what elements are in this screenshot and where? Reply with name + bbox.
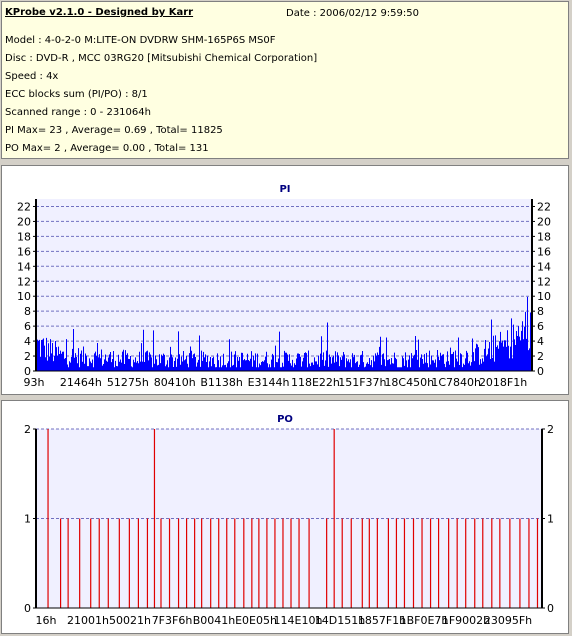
- scan-speed: Speed : 4x: [5, 71, 59, 82]
- pi-ytick-label-right: 16: [537, 245, 551, 258]
- po-xtick-label: 114E10h: [274, 614, 323, 627]
- pi-summary: PI Max= 23 , Average= 0.69 , Total= 1182…: [5, 125, 223, 136]
- drive-model: Model : 4-0-2-0 M:LITE-ON DVDRW SHM-165P…: [5, 35, 276, 46]
- po-xtick-label: 1F9002h: [442, 614, 490, 627]
- po-ytick-label-left: 2: [24, 423, 31, 436]
- pi-xtick-label: 18C450h: [384, 376, 434, 389]
- po-chart-panel: PO 0 0 1 1 2 2 16h 21001h 50021h 7F3F6h B0041h E0E05…: [1, 400, 569, 634]
- po-xtick-label: 1857F1h: [358, 614, 406, 627]
- pi-ytick-label-left: 2: [24, 350, 31, 363]
- pi-ytick-label-right: 18: [537, 230, 551, 243]
- po-xtick-label: 7F3F6h: [152, 614, 193, 627]
- pi-ytick-label-left: 22: [17, 200, 31, 213]
- pi-ytick-label-left: 0: [24, 365, 31, 378]
- pi-xtick-label: 51275h: [107, 376, 149, 389]
- po-xtick-label: 23095Fh: [484, 614, 532, 627]
- po-xtick-label: 21001h: [67, 614, 109, 627]
- pi-xtick-label: 1C7840h: [431, 376, 481, 389]
- pi-xtick-label: 80410h: [154, 376, 196, 389]
- info-panel: KProbe v2.1.0 - Designed by Karr Date : …: [1, 1, 569, 159]
- po-chart: PO 0 0 1 1 2 2 16h 21001h 50021h 7F3F6h B0041h E0E05…: [24, 414, 554, 627]
- po-xtick-label: 1BF0E7h: [400, 614, 449, 627]
- pi-xtick-label: 93h: [24, 376, 45, 389]
- pi-ytick-label-left: 10: [17, 290, 31, 303]
- pi-ytick-label-left: 20: [17, 215, 31, 228]
- pi-ytick-label-right: 10: [537, 290, 551, 303]
- pi-ytick-label-left: 8: [24, 305, 31, 318]
- pi-ytick-label-right: 2: [537, 350, 544, 363]
- pi-xtick-label: 118E22h: [291, 376, 340, 389]
- po-xtick-label: B0041h: [193, 614, 236, 627]
- pi-chart-panel: PI 0 0 2 2 4 4 6 6 8 8 10 10 12 12 14 14 16 16 18 18 20 20 22 22…: [1, 165, 569, 395]
- pi-ytick-label-left: 16: [17, 245, 31, 258]
- pi-ytick-label-left: 6: [24, 320, 31, 333]
- pi-plot-area: [36, 199, 532, 371]
- pi-ytick-label-right: 22: [537, 200, 551, 213]
- pi-ytick-label-right: 4: [537, 335, 544, 348]
- po-ytick-label-left: 0: [24, 602, 31, 615]
- pi-ytick-label-right: 20: [537, 215, 551, 228]
- pi-xtick-label: B1138h: [200, 376, 243, 389]
- po-xtick-label: 50021h: [109, 614, 151, 627]
- po-xtick-label: 14D151h: [315, 614, 365, 627]
- pi-ytick-label-left: 18: [17, 230, 31, 243]
- pi-ytick-label-right: 0: [537, 365, 544, 378]
- pi-ytick-label-left: 12: [17, 275, 31, 288]
- disc-info: Disc : DVD-R , MCC 03RG20 [Mitsubishi Ch…: [5, 53, 318, 64]
- po-xtick-label: E0E05h: [235, 614, 277, 627]
- po-xtick-label: 16h: [36, 614, 57, 627]
- pi-xtick-label: 151F37h: [338, 376, 386, 389]
- pi-chart-title: PI: [279, 184, 290, 195]
- pi-ytick-label-left: 4: [24, 335, 31, 348]
- pi-xtick-label: 2018F1h: [479, 376, 527, 389]
- po-summary: PO Max= 2 , Average= 0.00 , Total= 131: [5, 143, 209, 154]
- po-ytick-label-left: 1: [24, 513, 31, 526]
- pi-ytick-label-left: 14: [17, 260, 31, 273]
- scanned-range: Scanned range : 0 - 231064h: [5, 107, 151, 118]
- pi-ytick-label-right: 14: [537, 260, 551, 273]
- pi-ytick-label-right: 12: [537, 275, 551, 288]
- po-chart-title: PO: [277, 414, 293, 425]
- pi-xtick-label: 21464h: [60, 376, 102, 389]
- pi-xtick-label: E3144h: [248, 376, 290, 389]
- pi-ytick-label-right: 8: [537, 305, 544, 318]
- app-title: KProbe v2.1.0 - Designed by Karr: [5, 7, 194, 18]
- ecc-blocks: ECC blocks sum (PI/PO) : 8/1: [5, 89, 148, 100]
- po-ytick-label-right: 1: [547, 513, 554, 526]
- pi-ytick-label-right: 6: [537, 320, 544, 333]
- po-ytick-label-right: 0: [547, 602, 554, 615]
- scan-date: Date : 2006/02/12 9:59:50: [286, 8, 419, 19]
- po-ytick-label-right: 2: [547, 423, 554, 436]
